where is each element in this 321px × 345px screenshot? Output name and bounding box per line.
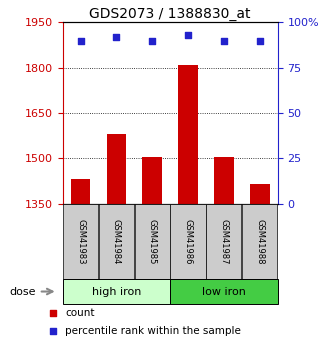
Text: GSM41985: GSM41985 xyxy=(148,219,157,264)
Bar xyxy=(250,184,270,204)
Bar xyxy=(214,157,234,204)
Bar xyxy=(134,204,170,279)
Point xyxy=(51,328,56,333)
Point xyxy=(78,38,83,43)
Point xyxy=(186,32,191,38)
Bar xyxy=(99,204,134,279)
Text: count: count xyxy=(65,308,95,318)
Bar xyxy=(142,157,162,204)
Text: GSM41984: GSM41984 xyxy=(112,219,121,264)
Bar xyxy=(71,179,91,204)
Bar xyxy=(63,279,170,304)
Text: high iron: high iron xyxy=(92,287,141,296)
Text: percentile rank within the sample: percentile rank within the sample xyxy=(65,326,241,335)
Text: GSM41987: GSM41987 xyxy=(219,219,229,264)
Bar xyxy=(107,134,126,204)
Bar xyxy=(170,204,206,279)
Text: GSM41988: GSM41988 xyxy=(255,219,264,264)
Text: GSM41986: GSM41986 xyxy=(184,219,193,264)
Text: dose: dose xyxy=(9,287,36,296)
Point xyxy=(221,38,226,43)
Text: low iron: low iron xyxy=(202,287,246,296)
Bar xyxy=(206,204,241,279)
Point xyxy=(114,34,119,40)
Point xyxy=(150,38,155,43)
Title: GDS2073 / 1388830_at: GDS2073 / 1388830_at xyxy=(89,7,251,21)
Text: GSM41983: GSM41983 xyxy=(76,219,85,264)
Point xyxy=(51,310,56,316)
Point xyxy=(257,38,262,43)
Bar xyxy=(178,65,198,204)
Bar xyxy=(63,204,98,279)
Bar xyxy=(170,279,278,304)
Bar xyxy=(242,204,277,279)
